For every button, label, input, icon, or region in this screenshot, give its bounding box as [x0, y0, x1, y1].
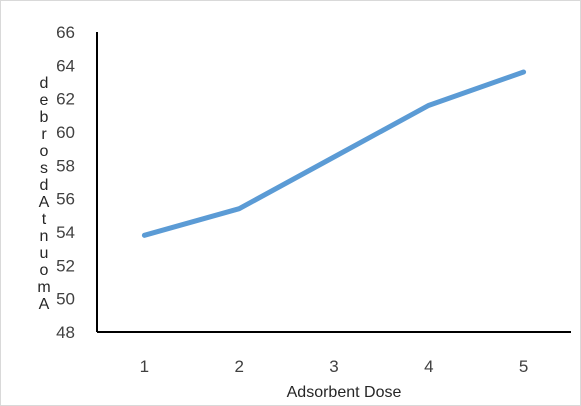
y-tick-label: 54: [56, 223, 75, 242]
y-axis-title-char: A: [39, 194, 50, 211]
y-axis-title-char: n: [40, 228, 49, 245]
y-axis-title-char: o: [40, 262, 49, 279]
x-tick-label: 3: [329, 357, 338, 376]
y-tick-label: 56: [56, 190, 75, 209]
y-tick-label: 66: [56, 23, 75, 42]
y-tick-label: 48: [56, 323, 75, 342]
y-axis-title-char: o: [40, 143, 49, 160]
y-axis-title-char: A: [39, 296, 50, 313]
y-axis: 48 50 52 54 56 58 60 62 64 66: [56, 23, 98, 342]
series-line: [141, 69, 527, 238]
y-axis-title-char: m: [37, 279, 50, 296]
y-tick-label: 58: [56, 156, 75, 175]
series-group: [141, 69, 527, 238]
x-axis: 1 2 3 4 5: [97, 331, 571, 376]
y-axis-title-char: e: [40, 92, 49, 109]
y-axis-title-char: d: [40, 75, 49, 92]
y-axis-title-char: b: [40, 109, 49, 126]
y-tick-label: 52: [56, 256, 75, 275]
y-axis-title-char: s: [40, 160, 48, 177]
y-tick-label: 60: [56, 123, 75, 142]
x-tick-label: 1: [140, 357, 149, 376]
y-axis-title-char: u: [40, 245, 49, 262]
y-axis-title-char: r: [41, 126, 47, 143]
x-tick-label: 2: [234, 357, 243, 376]
y-axis-title-char: d: [40, 177, 49, 194]
y-tick-label: 64: [56, 56, 75, 75]
y-tick-label: 62: [56, 90, 75, 109]
x-axis-title: Adsorbent Dose: [287, 384, 402, 401]
x-tick-label: 5: [519, 357, 528, 376]
y-tick-label: 50: [56, 290, 75, 309]
x-tick-label: 4: [424, 357, 433, 376]
y-axis-title-char: t: [42, 211, 47, 228]
